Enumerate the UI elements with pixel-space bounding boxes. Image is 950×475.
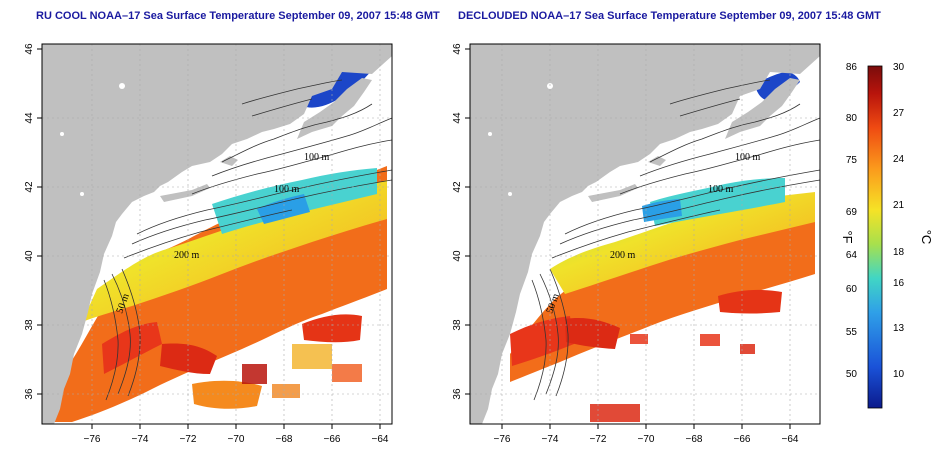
right-map-title: DECLOUDED NOAA–17 Sea Surface Temperatur… bbox=[458, 10, 881, 22]
graticule bbox=[42, 44, 392, 424]
temperature-colorbar: 86 80 75 69 64 60 55 50 30 27 24 21 18 1… bbox=[840, 62, 934, 409]
lat-tick: 38 bbox=[452, 319, 463, 331]
c-tick: 21 bbox=[893, 200, 905, 211]
left-sst-map: 100 m 100 m 200 m 50 m −76 −74 − bbox=[24, 43, 393, 445]
lon-tick: −74 bbox=[132, 434, 149, 445]
graticule bbox=[470, 44, 820, 424]
lat-tick: 46 bbox=[24, 43, 35, 55]
isobath-label-200: 200 m bbox=[174, 250, 200, 261]
lat-tick: 44 bbox=[24, 112, 35, 124]
f-tick: 75 bbox=[846, 155, 858, 166]
c-tick: 13 bbox=[893, 323, 905, 334]
c-tick: 30 bbox=[893, 62, 905, 73]
isobath-label-200: 200 m bbox=[610, 250, 636, 261]
celsius-label: °C bbox=[919, 230, 934, 245]
left-map-title: RU COOL NOAA–17 Sea Surface Temperature … bbox=[36, 10, 440, 22]
lon-tick: −72 bbox=[180, 434, 197, 445]
f-tick: 64 bbox=[846, 250, 858, 261]
c-tick: 18 bbox=[893, 247, 905, 258]
f-tick: 80 bbox=[846, 113, 858, 124]
lon-tick: −64 bbox=[782, 434, 799, 445]
lat-tick: 42 bbox=[24, 181, 35, 193]
lat-tick: 38 bbox=[24, 319, 35, 331]
f-tick: 50 bbox=[846, 369, 858, 380]
right-sst-map: 100 m 100 m 200 m 50 m −76 −74 −72 − bbox=[452, 43, 821, 445]
f-tick: 60 bbox=[846, 284, 858, 295]
lat-tick: 36 bbox=[452, 388, 463, 400]
lon-tick: −72 bbox=[590, 434, 607, 445]
map-frame bbox=[41, 43, 393, 425]
lat-tick: 36 bbox=[24, 388, 35, 400]
lon-tick: −66 bbox=[734, 434, 751, 445]
sst-field-declouded bbox=[510, 72, 815, 422]
isobath-label-100b: 100 m bbox=[274, 184, 300, 195]
lat-tick: 46 bbox=[452, 43, 463, 55]
isobath-label-100: 100 m bbox=[304, 152, 330, 163]
lon-tick: −64 bbox=[372, 434, 389, 445]
isobath-label-100b: 100 m bbox=[708, 184, 734, 195]
lon-tick: −68 bbox=[686, 434, 703, 445]
lon-tick: −66 bbox=[324, 434, 341, 445]
map-frame bbox=[469, 43, 821, 425]
fahrenheit-label: °F bbox=[840, 230, 855, 243]
lon-tick: −70 bbox=[228, 434, 245, 445]
lon-tick: −74 bbox=[542, 434, 559, 445]
f-tick: 86 bbox=[846, 62, 858, 73]
lon-tick: −70 bbox=[638, 434, 655, 445]
f-tick: 69 bbox=[846, 207, 858, 218]
c-tick: 27 bbox=[893, 108, 905, 119]
lon-tick: −68 bbox=[276, 434, 293, 445]
c-tick: 16 bbox=[893, 278, 905, 289]
f-tick: 55 bbox=[846, 327, 858, 338]
lat-tick: 40 bbox=[452, 250, 463, 262]
c-tick: 10 bbox=[893, 369, 905, 380]
lat-tick: 40 bbox=[24, 250, 35, 262]
lat-tick: 44 bbox=[452, 112, 463, 124]
colorbar-gradient bbox=[867, 65, 883, 409]
lat-tick: 42 bbox=[452, 181, 463, 193]
lon-tick: −76 bbox=[494, 434, 511, 445]
c-tick: 24 bbox=[893, 154, 905, 165]
isobath-label-100: 100 m bbox=[735, 152, 761, 163]
lon-tick: −76 bbox=[84, 434, 101, 445]
